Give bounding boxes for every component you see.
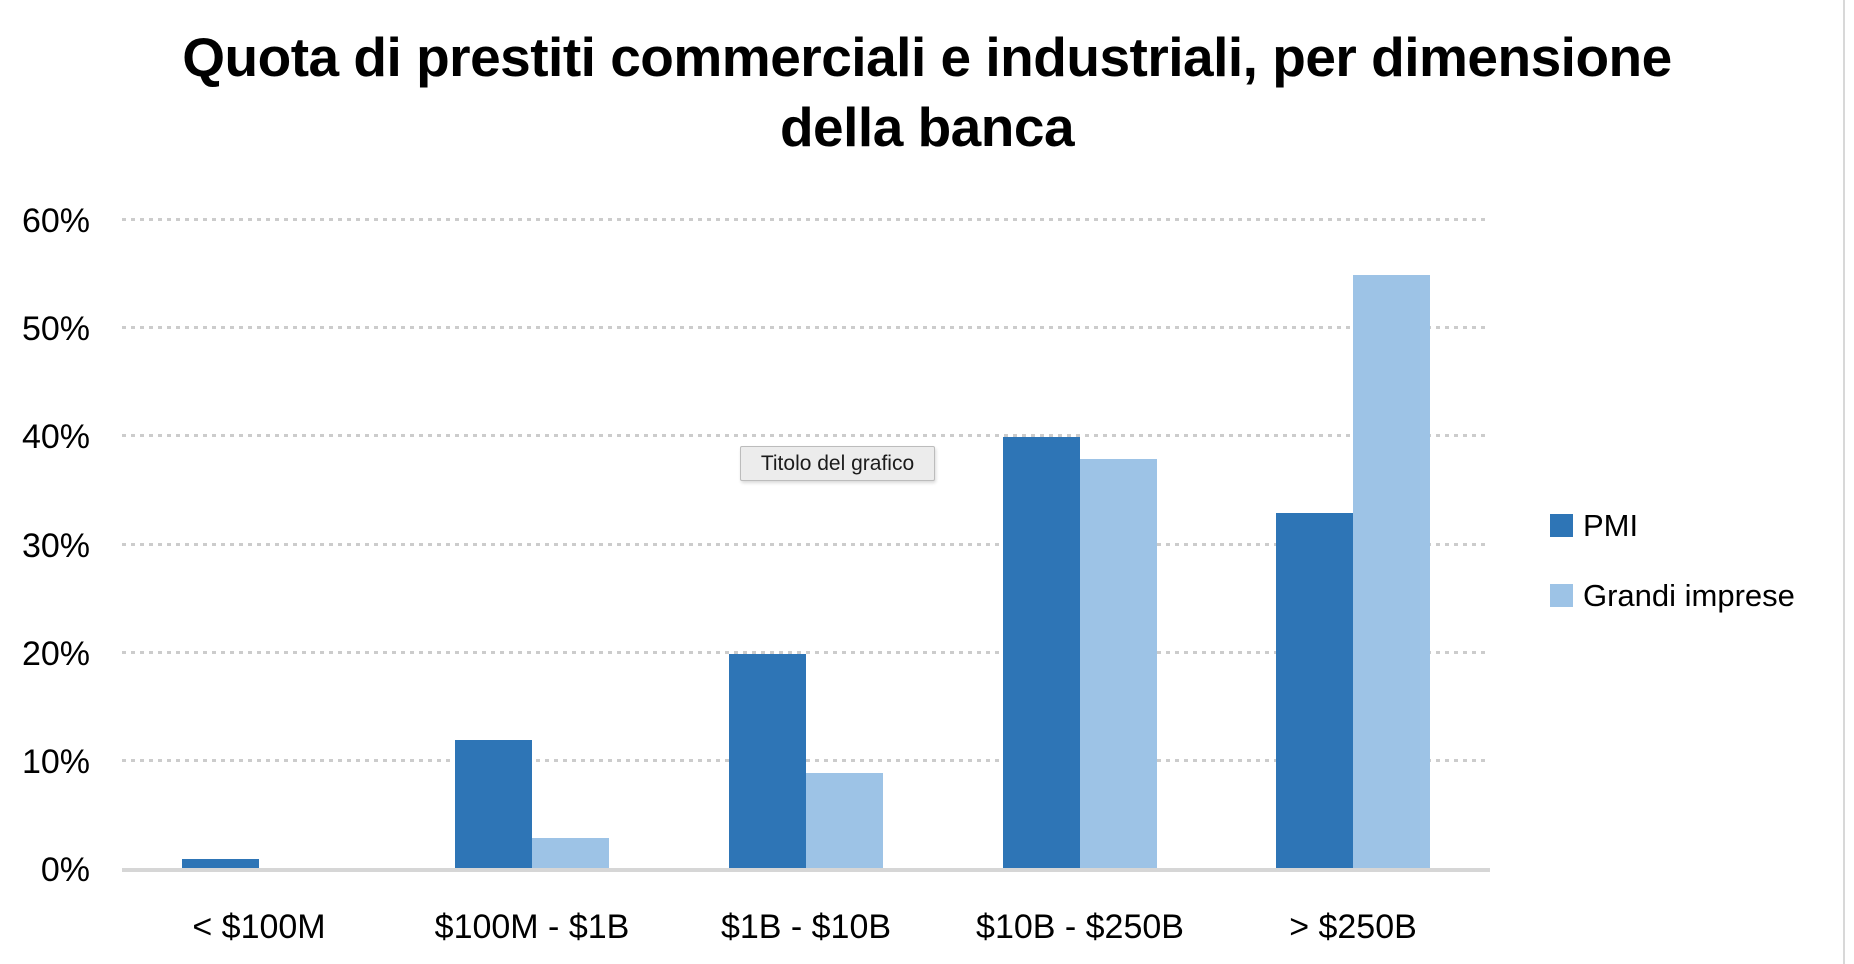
y-axis-tick-label: 40% [21, 418, 90, 456]
y-axis-tick-label: 20% [21, 635, 90, 673]
y-axis-tick-label: 50% [21, 310, 90, 348]
chart-title: Quota di prestiti commerciali e industri… [0, 22, 1854, 162]
bar-grandi-imprese-3[interactable] [1080, 459, 1157, 870]
x-axis: < $100M $100M - $1B $1B - $10B $10B - $250B… [122, 908, 1490, 952]
legend[interactable]: PMI Grandi imprese [1550, 508, 1795, 654]
legend-swatch-icon [1550, 514, 1573, 537]
bar-pmi-4[interactable] [1276, 513, 1353, 870]
y-axis-tick-label: 0% [40, 851, 90, 889]
gridline-30% [122, 542, 1490, 546]
x-axis-tick-label: < $100M [192, 908, 326, 946]
window-edge-divider [1843, 0, 1845, 964]
legend-label: Grandi imprese [1583, 577, 1795, 613]
x-axis-tick-label: > $250B [1289, 908, 1417, 946]
gridline-10% [122, 758, 1490, 762]
bar-grandi-imprese-4[interactable] [1353, 275, 1430, 870]
chart-title-line1: Quota di prestiti commerciali e industri… [182, 26, 1672, 88]
y-axis-tick-label: 60% [21, 202, 90, 240]
x-axis-tick-label: $10B - $250B [976, 908, 1184, 946]
chart-title-line2: della banca [779, 96, 1075, 158]
y-axis: 0% 10% 20% 30% 40% 50% 60% [0, 0, 92, 964]
bar-pmi-2[interactable] [729, 654, 806, 870]
x-axis-tick-label: $1B - $10B [720, 908, 892, 946]
bar-pmi-1[interactable] [455, 740, 532, 870]
legend-swatch-icon [1550, 584, 1573, 607]
plot-area[interactable] [122, 218, 1490, 870]
gridline-50% [122, 326, 1490, 330]
gridline-20% [122, 650, 1490, 654]
y-axis-tick-label: 10% [21, 743, 90, 781]
legend-label: PMI [1583, 507, 1639, 543]
x-axis-line [122, 868, 1490, 872]
y-axis-tick-label: 30% [21, 527, 90, 565]
legend-item-grandi-imprese[interactable]: Grandi imprese [1550, 578, 1795, 613]
bar-grandi-imprese-2[interactable] [806, 773, 883, 870]
gridline-60% [122, 218, 1490, 221]
legend-item-pmi[interactable]: PMI [1550, 508, 1795, 543]
x-axis-tick-label: $100M - $1B [434, 908, 630, 946]
bar-grandi-imprese-1[interactable] [532, 838, 609, 870]
chart-hover-tooltip: Titolo del grafico [740, 446, 935, 481]
gridline-40% [122, 434, 1490, 438]
bar-pmi-0[interactable] [182, 859, 259, 870]
bar-pmi-3[interactable] [1003, 437, 1080, 870]
